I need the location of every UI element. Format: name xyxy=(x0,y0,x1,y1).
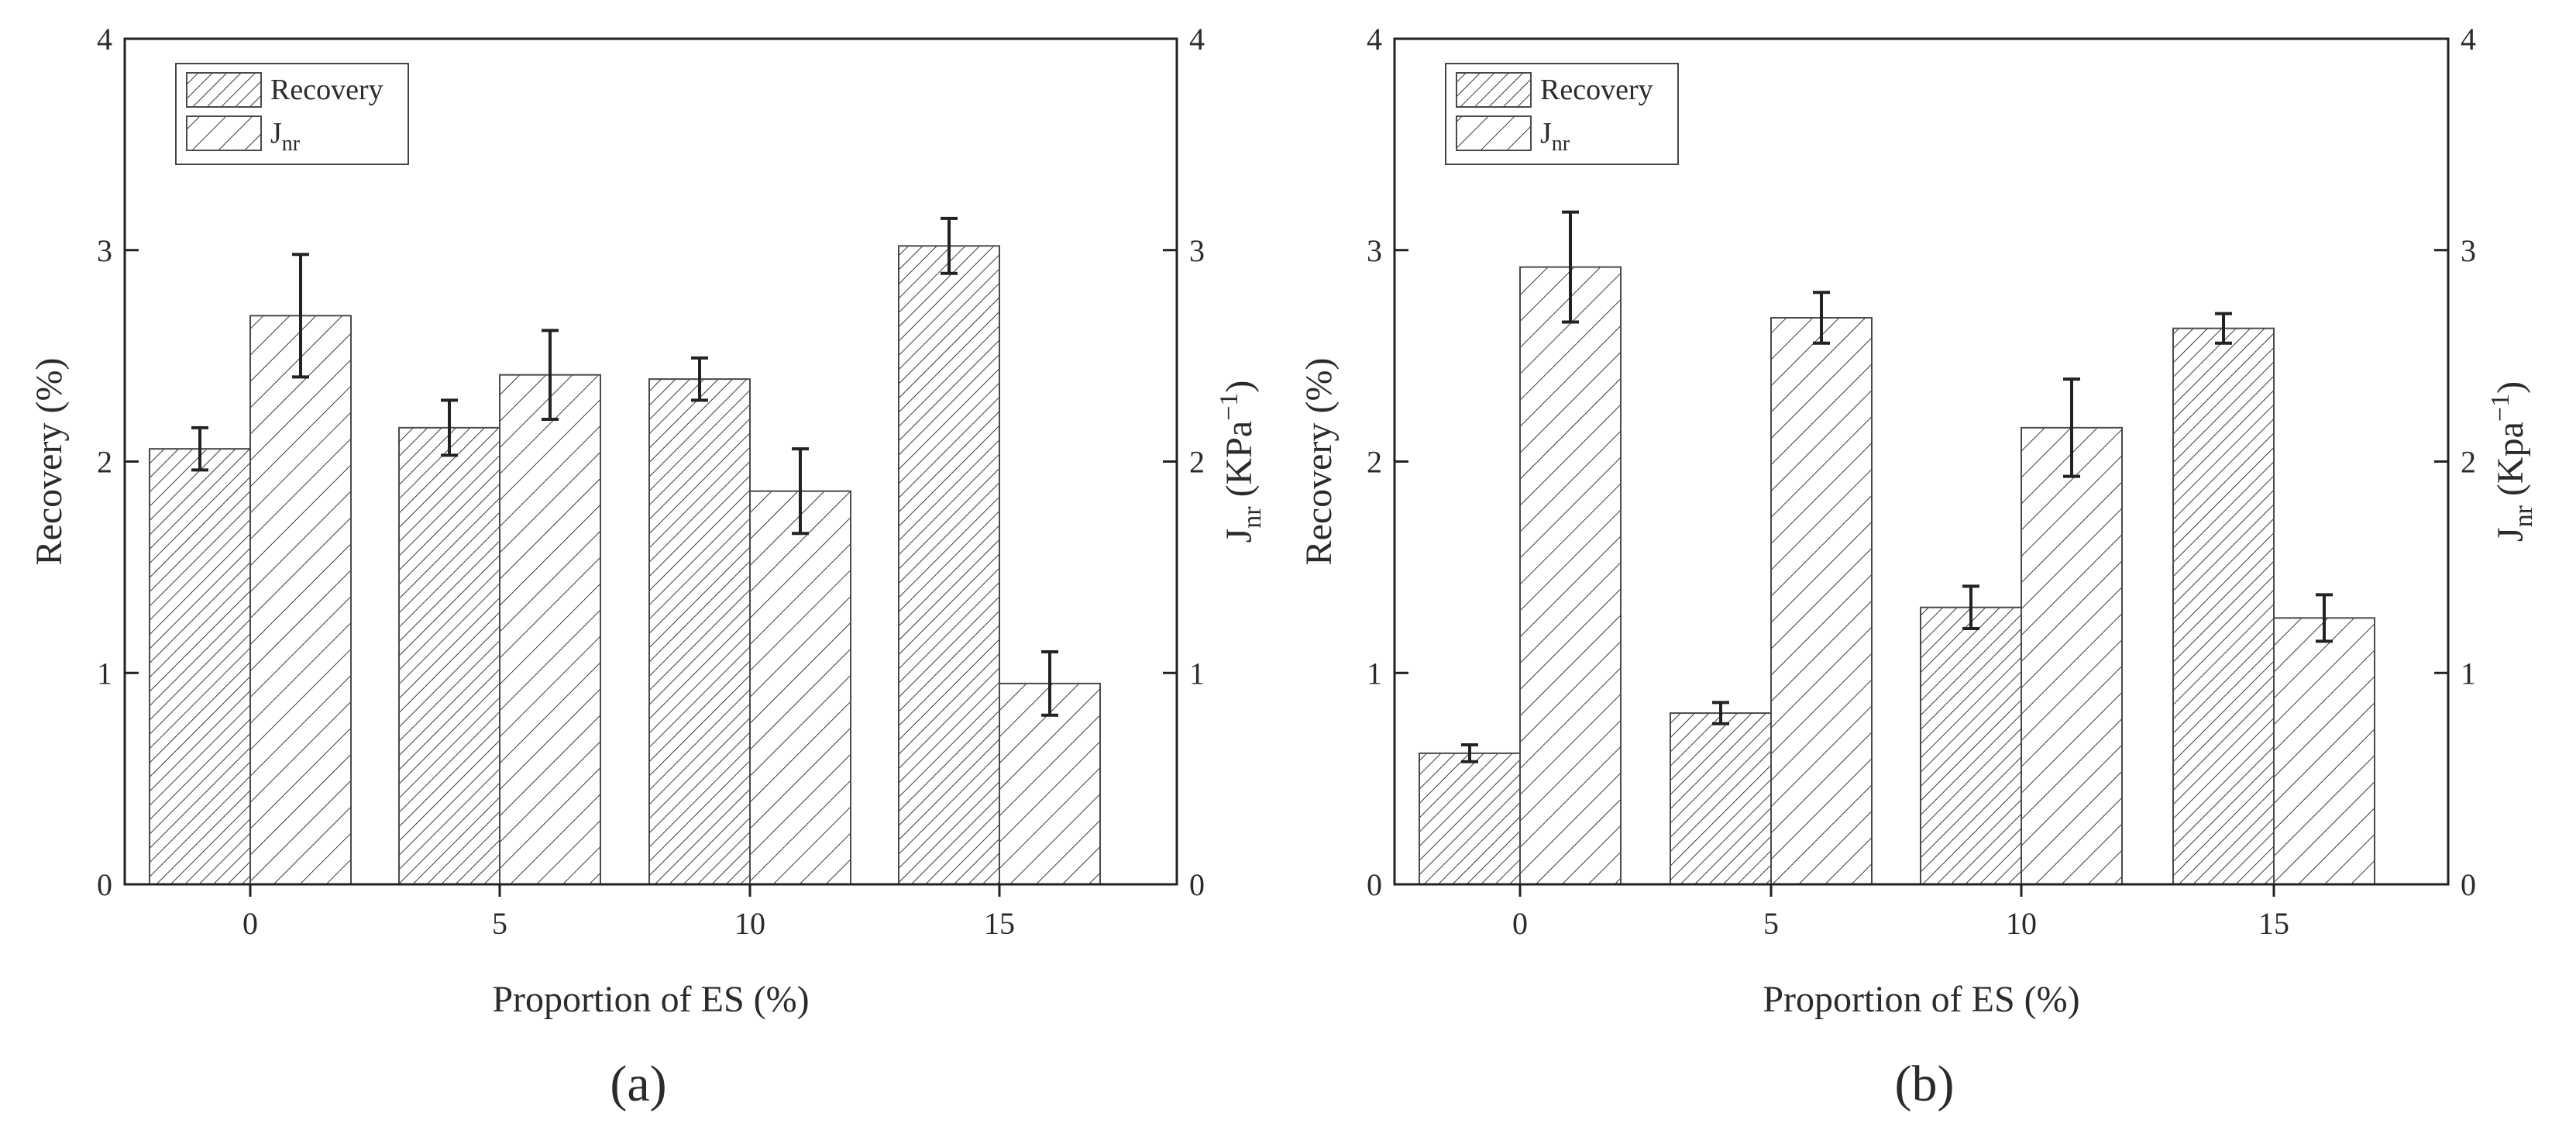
bar-jnr-0 xyxy=(1519,266,1622,885)
x-tick-label: 0 xyxy=(1512,906,1528,941)
left-y-tick-label: 3 xyxy=(97,233,112,268)
legend-label-jnr: Jnr xyxy=(1540,117,1570,156)
right-y-axis-title: Jnr (KPa−1) xyxy=(1215,381,1267,543)
x-tick-label: 15 xyxy=(984,906,1015,941)
legend-label-main: Recovery xyxy=(270,74,383,106)
right-y-tick-label: 2 xyxy=(1189,445,1205,480)
right-y-axis-title-subscript: nr xyxy=(2509,505,2538,527)
legend-label-main: Recovery xyxy=(1540,74,1653,106)
left-y-axis-title: Recovery (%) xyxy=(1298,358,1340,566)
x-axis-title: Proportion of ES (%) xyxy=(492,979,809,1020)
bar-recovery-0 xyxy=(149,448,251,885)
panel-label: (a) xyxy=(610,1056,666,1112)
left-y-tick-label: 4 xyxy=(97,22,112,57)
bar-recovery-5 xyxy=(1670,712,1772,886)
legend-label-subscript: nr xyxy=(1552,132,1570,156)
x-tick-label: 10 xyxy=(734,906,765,941)
x-axis-title: Proportion of ES (%) xyxy=(1763,979,2079,1020)
error-bar-jnr-5 xyxy=(542,329,559,421)
right-y-tick-label: 1 xyxy=(2461,656,2476,691)
bar-jnr-0 xyxy=(249,315,352,885)
error-bar-jnr-15 xyxy=(2316,593,2333,643)
x-tick-label: 15 xyxy=(2258,906,2289,941)
right-y-axis-title-units: (KPa xyxy=(1219,421,1260,507)
left-y-tick-label: 2 xyxy=(1367,445,1382,480)
right-y-tick-label: 4 xyxy=(2461,22,2476,57)
right-y-axis-title-superscript: −1 xyxy=(2486,394,2515,422)
left-y-tick-label: 2 xyxy=(97,445,112,480)
right-y-tick-label: 1 xyxy=(1189,656,1205,691)
bar-recovery-5 xyxy=(398,426,500,885)
bar-recovery-10 xyxy=(648,378,751,885)
right-y-tick-label: 2 xyxy=(2461,445,2476,480)
error-bar-jnr-10 xyxy=(2063,377,2080,478)
error-bar-recovery-0 xyxy=(191,426,208,472)
right-y-tick-label: 3 xyxy=(2461,233,2476,268)
right-y-axis-title: Jnr (Kpa−1) xyxy=(2486,381,2538,542)
legend: Recovery Jnr xyxy=(1445,63,1679,165)
legend-swatch-jnr xyxy=(1456,115,1532,151)
error-bar-recovery-5 xyxy=(441,398,458,457)
bar-jnr-10 xyxy=(749,490,851,885)
left-y-tick-label: 3 xyxy=(1367,233,1382,268)
error-bar-recovery-10 xyxy=(1962,584,1979,630)
panel-a: 0 0 1 1 2 2 3 3 4 4 0 5 10 15 Proportion of ES (%) Reco… xyxy=(29,22,1267,1112)
left-y-axis-title: Recovery (%) xyxy=(29,358,70,566)
error-bar-jnr-10 xyxy=(792,447,809,536)
right-y-axis-title-close: ) xyxy=(2490,381,2531,394)
bar-jnr-10 xyxy=(2021,426,2123,885)
bar-jnr-15 xyxy=(999,682,1101,885)
left-y-tick-label: 0 xyxy=(1367,867,1382,902)
right-y-axis-title-subscript: nr xyxy=(1238,506,1267,529)
panel-label: (b) xyxy=(1895,1056,1955,1112)
error-bar-recovery-15 xyxy=(2215,312,2232,345)
error-bar-jnr-15 xyxy=(1041,649,1058,717)
legend-swatch-recovery xyxy=(1456,72,1532,108)
x-tick-label: 0 xyxy=(242,906,258,941)
error-bar-recovery-5 xyxy=(1712,701,1729,725)
error-bar-recovery-10 xyxy=(691,356,708,402)
error-bar-jnr-0 xyxy=(1562,210,1579,324)
right-y-tick-label: 0 xyxy=(2461,867,2476,902)
left-y-tick-label: 4 xyxy=(1367,22,1382,57)
bar-jnr-5 xyxy=(1770,317,1873,885)
legend-swatch-recovery xyxy=(186,72,262,108)
legend: Recovery Jnr xyxy=(175,63,409,165)
left-y-tick-label: 1 xyxy=(1367,656,1382,691)
left-y-tick-label: 1 xyxy=(97,656,112,691)
bar-recovery-10 xyxy=(1920,606,2022,885)
right-y-tick-label: 4 xyxy=(1189,22,1205,57)
x-tick-label: 5 xyxy=(492,906,507,941)
bar-jnr-15 xyxy=(2273,617,2375,886)
error-bar-recovery-15 xyxy=(941,216,958,275)
legend-label-recovery: Recovery xyxy=(1540,74,1653,106)
x-tick-label: 5 xyxy=(1763,906,1779,941)
right-y-axis-title-main: J xyxy=(2490,527,2531,542)
panel-b: 0 0 1 1 2 2 3 3 4 4 0 5 10 15 Proportion of ES (%) Reco… xyxy=(1298,22,2538,1112)
legend-label-jnr: Jnr xyxy=(270,117,301,156)
bar-recovery-15 xyxy=(2172,327,2275,886)
bar-recovery-0 xyxy=(1419,752,1521,886)
right-y-tick-label: 3 xyxy=(1189,233,1205,268)
right-y-axis-title-main: J xyxy=(1219,529,1260,543)
x-tick-label: 10 xyxy=(2006,906,2037,941)
bar-jnr-5 xyxy=(499,374,601,885)
bar-recovery-15 xyxy=(898,245,1000,886)
right-y-axis-title-units: (Kpa xyxy=(2490,422,2531,505)
legend-label-main: J xyxy=(1540,117,1552,150)
error-bar-jnr-5 xyxy=(1813,291,1830,345)
legend-label-subscript: nr xyxy=(282,132,301,156)
legend-swatch-jnr xyxy=(186,115,262,151)
left-y-tick-label: 0 xyxy=(97,867,112,902)
right-y-axis-title-superscript: −1 xyxy=(1215,393,1243,421)
right-y-axis-title-close: ) xyxy=(1219,381,1260,393)
error-bar-jnr-0 xyxy=(292,253,309,379)
error-bar-recovery-0 xyxy=(1461,742,1478,763)
legend-label-main: J xyxy=(270,117,282,150)
legend-label-recovery: Recovery xyxy=(270,74,383,106)
right-y-tick-label: 0 xyxy=(1189,867,1205,902)
